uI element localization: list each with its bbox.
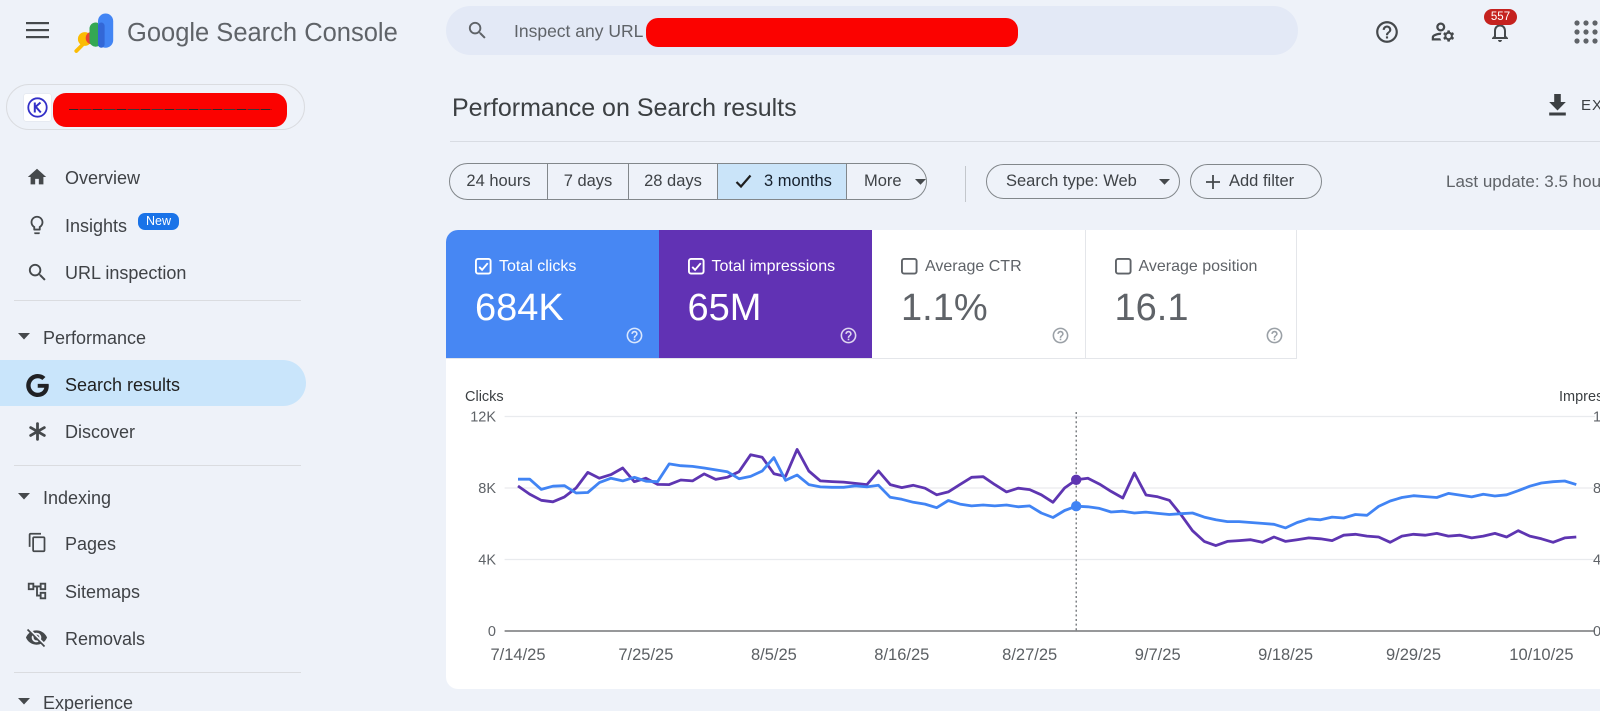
svg-text:9/29/25: 9/29/25 — [1386, 646, 1441, 664]
svg-text:7/14/25: 7/14/25 — [490, 646, 545, 664]
svg-text:10/10/25: 10/10/25 — [1509, 646, 1573, 664]
svg-text:8/5/25: 8/5/25 — [751, 646, 797, 664]
svg-text:9/7/25: 9/7/25 — [1135, 646, 1181, 664]
svg-text:1.2M: 1.2M — [1593, 410, 1600, 426]
svg-text:4K: 4K — [478, 553, 496, 569]
svg-text:0: 0 — [488, 624, 496, 640]
svg-text:12K: 12K — [470, 410, 496, 426]
svg-text:8/16/25: 8/16/25 — [874, 646, 929, 664]
svg-text:800K: 800K — [1593, 481, 1600, 497]
svg-text:8/27/25: 8/27/25 — [1002, 646, 1057, 664]
svg-text:7/25/25: 7/25/25 — [618, 646, 673, 664]
svg-text:0: 0 — [1593, 624, 1600, 640]
svg-text:Impressions: Impressions — [1559, 389, 1600, 405]
svg-text:8K: 8K — [478, 481, 496, 497]
svg-text:9/18/25: 9/18/25 — [1258, 646, 1313, 664]
svg-text:Clicks: Clicks — [465, 389, 504, 405]
svg-text:400K: 400K — [1593, 553, 1600, 569]
